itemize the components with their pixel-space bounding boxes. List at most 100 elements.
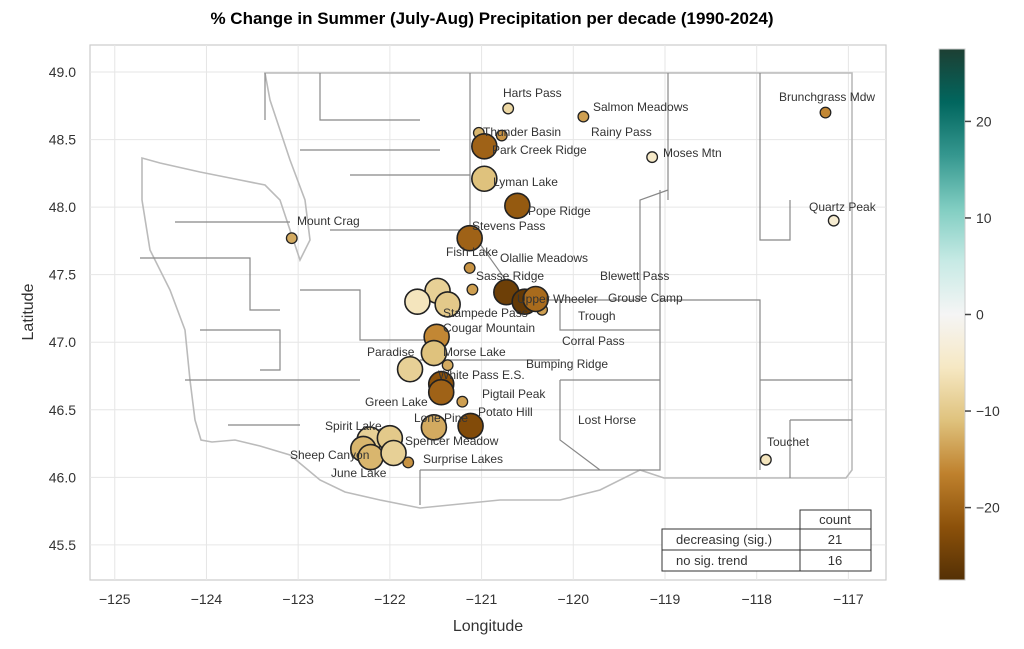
colorbar-tick-label: 0 <box>976 307 984 323</box>
station-label: Cougar Mountain <box>443 321 535 335</box>
station-point <box>404 288 431 315</box>
x-tick-label: −117 <box>833 591 864 607</box>
station-label: Potato Hill <box>478 405 533 419</box>
x-axis-ticks: −125 −124 −123 −122 −121 −120 −119 −118 −117 <box>99 591 864 607</box>
x-tick-label: −123 <box>282 591 314 607</box>
station-point <box>420 339 448 367</box>
station-label: Mount Crag <box>297 214 360 228</box>
station-label: Olallie Meadows <box>500 251 588 265</box>
station-point <box>380 439 407 467</box>
station-point <box>420 414 448 441</box>
station-point <box>495 129 508 142</box>
colorbar-tick-label: −20 <box>976 500 1000 516</box>
x-tick-label: −124 <box>191 591 223 607</box>
station-point <box>466 283 479 296</box>
y-tick-label: 46.0 <box>49 469 76 485</box>
station-point <box>827 214 840 227</box>
station-label: Upper Wheeler <box>517 292 598 306</box>
station-label: Surprise Lakes <box>423 452 503 466</box>
station-label: Rainy Pass <box>591 125 652 139</box>
station-label: Harts Pass <box>503 86 562 100</box>
x-tick-label: −121 <box>466 591 498 607</box>
y-tick-label: 48.5 <box>49 132 76 148</box>
station-point <box>402 456 415 469</box>
station-label: Pigtail Peak <box>482 387 546 401</box>
station-point <box>577 110 590 123</box>
station-label: Sasse Ridge <box>476 269 544 283</box>
station-point <box>471 133 498 160</box>
station-label: Lost Horse <box>578 413 636 427</box>
station-point <box>456 224 483 252</box>
station-label: Corral Pass <box>562 334 625 348</box>
station-label: White Pass E.S. <box>438 368 525 382</box>
station-point <box>396 355 424 383</box>
station-label: Brunchgrass Mdw <box>779 90 875 104</box>
station-label: Spencer Meadow <box>405 434 499 448</box>
table-row-count: 21 <box>828 532 842 547</box>
table-row-count: 16 <box>828 553 842 568</box>
y-axis-ticks: 45.5 46.0 46.5 47.0 47.5 48.0 48.5 49.0 <box>49 64 76 553</box>
chart-title: % Change in Summer (July-Aug) Precipitat… <box>210 9 773 28</box>
station-point <box>441 359 454 372</box>
station-label: Stampede Pass <box>443 306 528 320</box>
station-label: Fish Lake <box>446 245 498 259</box>
station-label: Morse Lake <box>443 345 506 359</box>
y-tick-label: 46.5 <box>49 402 76 418</box>
station-point <box>463 261 476 274</box>
station-label: Quartz Peak <box>809 200 877 214</box>
colorbar-tick-label: 10 <box>976 210 992 226</box>
station-label: Blewett Pass <box>600 269 669 283</box>
station-point <box>471 165 498 193</box>
y-tick-label: 48.0 <box>49 199 76 215</box>
x-tick-label: −118 <box>741 591 772 607</box>
x-tick-label: −120 <box>558 591 590 607</box>
x-axis-label: Longitude <box>453 618 523 635</box>
county-lines <box>140 73 852 505</box>
station-point <box>285 232 298 245</box>
station-point <box>502 102 515 115</box>
station-label: Park Creek Ridge <box>492 143 587 157</box>
x-tick-label: −125 <box>99 591 131 607</box>
table-row-label: no sig. trend <box>676 553 748 568</box>
gridlines <box>90 45 886 580</box>
station-label: Salmon Meadows <box>593 100 688 114</box>
station-label: Lyman Lake <box>493 175 558 189</box>
station-labels: Harts Pass Salmon Meadows Thunder Basin Rai… <box>290 86 877 480</box>
y-axis-label: Latitude <box>20 283 37 340</box>
station-label: Bumping Ridge <box>526 357 608 371</box>
station-label: Touchet <box>767 435 810 449</box>
station-label: Sheep Canyon <box>290 448 369 462</box>
y-tick-label: 45.5 <box>49 537 76 553</box>
station-point <box>427 378 455 406</box>
colorbar-tick-label: 20 <box>976 113 992 129</box>
table-header-count: count <box>819 512 851 527</box>
station-point <box>456 395 469 408</box>
colorbar <box>938 48 966 581</box>
station-label: Paradise <box>367 345 415 359</box>
station-point <box>759 453 772 466</box>
station-label: Lone Pine <box>414 411 468 425</box>
colorbar-tick-label: −10 <box>976 403 1000 419</box>
station-label: Grouse Camp <box>608 291 683 305</box>
station-label: Trough <box>578 309 616 323</box>
x-tick-label: −119 <box>650 591 681 607</box>
y-tick-label: 49.0 <box>49 64 76 80</box>
y-tick-label: 47.5 <box>49 267 76 283</box>
y-tick-label: 47.0 <box>49 334 76 350</box>
station-point <box>504 192 531 220</box>
station-points <box>285 102 840 471</box>
table-row-border <box>799 549 872 572</box>
station-point <box>819 106 832 119</box>
station-point <box>457 412 484 440</box>
station-label: Stevens Pass <box>472 219 545 233</box>
station-label: Pope Ridge <box>528 204 591 218</box>
station-label: Thunder Basin <box>483 125 561 139</box>
station-label: June Lake <box>331 466 387 480</box>
x-tick-label: −122 <box>374 591 406 607</box>
colorbar-ticks: 20 10 0 −10 −20 <box>965 113 1000 516</box>
station-label: Spirit Lake <box>325 419 382 433</box>
station-label: Green Lake <box>365 395 428 409</box>
station-point <box>434 291 461 318</box>
count-table: count decreasing (sig.) 21 no sig. trend… <box>661 509 872 572</box>
